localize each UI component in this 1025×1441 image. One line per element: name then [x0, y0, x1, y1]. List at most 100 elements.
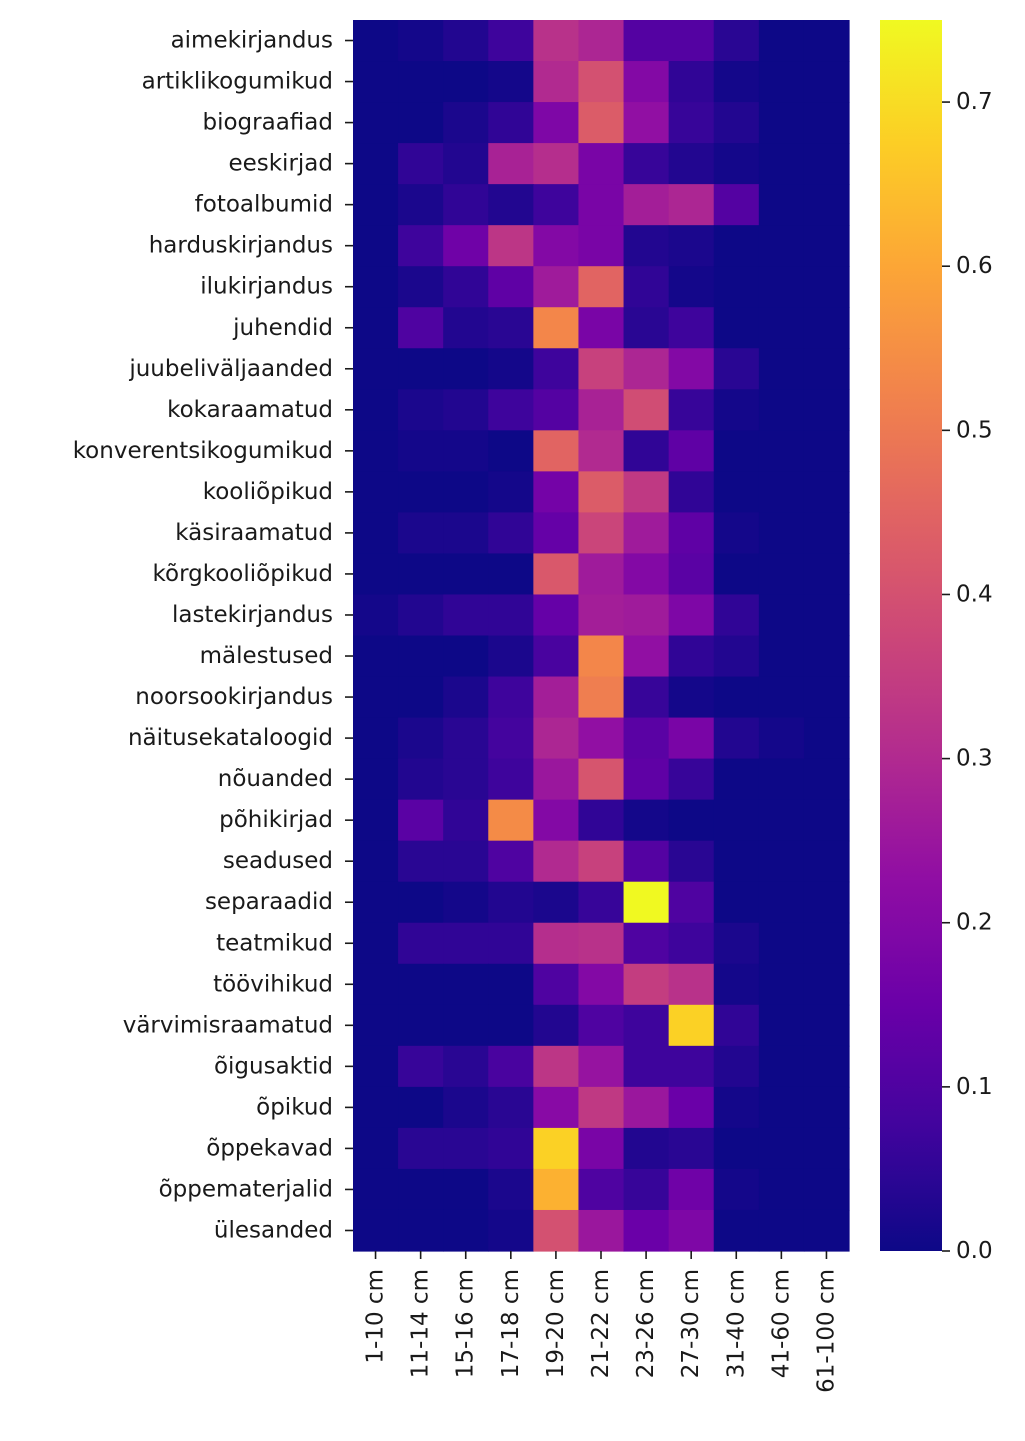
heatmap-cell [578, 799, 625, 842]
heatmap-cell [443, 1045, 489, 1088]
heatmap-cell [353, 471, 399, 513]
heatmap-cell [533, 184, 580, 226]
y-tick-label: noorsookirjandus [135, 684, 333, 710]
heatmap-cell [353, 430, 399, 472]
heatmap-cell [668, 840, 715, 883]
heatmap-cell [713, 184, 760, 226]
heatmap-cell [758, 61, 805, 103]
heatmap-cell [713, 1004, 760, 1047]
heatmap-cell [398, 840, 444, 883]
heatmap-cell [578, 20, 625, 62]
heatmap-cell [398, 61, 444, 103]
y-tick-label: aimekirjandus [171, 28, 333, 54]
heatmap-cell [398, 102, 444, 144]
heatmap-cell [533, 20, 580, 62]
heatmap-cell [398, 307, 444, 349]
heatmap-cell [803, 717, 850, 760]
heatmap-cell [443, 20, 489, 62]
heatmap-cell [398, 553, 444, 596]
heatmap-cell [488, 184, 534, 226]
heatmap-cell [398, 881, 444, 924]
heatmap-cell [398, 594, 444, 637]
heatmap-cell [353, 348, 399, 390]
heatmap-cell [488, 20, 534, 62]
heatmap-cell [623, 512, 670, 555]
heatmap-cell [758, 1168, 805, 1211]
heatmap-cell [758, 184, 805, 226]
heatmap-cell [443, 635, 489, 678]
heatmap-cell [398, 1127, 444, 1170]
heatmap-cell [533, 799, 580, 842]
colorbar-tick-label: 0.4 [956, 581, 993, 607]
heatmap-cell [398, 1168, 444, 1211]
heatmap-cell [353, 1045, 399, 1088]
y-tick-label: juhendid [232, 315, 333, 341]
heatmap-cell [623, 471, 670, 513]
heatmap-cell [713, 20, 760, 62]
heatmap-cell [713, 61, 760, 103]
heatmap-cell [533, 1086, 580, 1129]
heatmap-cell [713, 307, 760, 349]
heatmap-cell [533, 922, 580, 965]
heatmap-cell [398, 184, 444, 226]
heatmap-cell [713, 225, 760, 267]
heatmap-cell [533, 1127, 580, 1170]
heatmap-cell [758, 553, 805, 596]
heatmap-cell [578, 471, 625, 513]
heatmap-cell [443, 102, 489, 144]
y-tick-label: konverentsikogumikud [73, 438, 333, 464]
heatmap-cell [713, 840, 760, 883]
heatmap-cell [713, 799, 760, 842]
heatmap-cell [443, 594, 489, 637]
heatmap-cell [758, 1086, 805, 1129]
heatmap-cell [623, 1209, 670, 1252]
heatmap-cell [488, 389, 534, 431]
heatmap-cell [758, 1127, 805, 1170]
y-tick-label: teatmikud [216, 930, 333, 956]
heatmap-cell [443, 553, 489, 596]
heatmap-cell [488, 471, 534, 513]
y-tick-label: separaadid [205, 889, 333, 915]
heatmap-cell [623, 1168, 670, 1211]
y-tick-label: näitusekataloogid [128, 725, 333, 751]
heatmap-cell [713, 430, 760, 472]
heatmap-cell [398, 430, 444, 472]
heatmap-cell [443, 717, 489, 760]
heatmap-cell [353, 922, 399, 965]
heatmap-cell [803, 635, 850, 678]
y-tick-label: õigusaktid [214, 1053, 333, 1079]
colorbar-tick-label: 0.6 [956, 253, 993, 279]
heatmap-cell [488, 1209, 534, 1252]
heatmap-cell [488, 717, 534, 760]
heatmap-cell [578, 1086, 625, 1129]
heatmap-cell [578, 61, 625, 103]
heatmap-cell [488, 1168, 534, 1211]
heatmap-cell [578, 1127, 625, 1170]
colorbar-tick-label: 0.2 [956, 910, 993, 936]
heatmap-cell [488, 881, 534, 924]
heatmap-cell [488, 799, 534, 842]
heatmap-cell [353, 963, 399, 1006]
heatmap-cell [488, 963, 534, 1006]
heatmap-cell [443, 840, 489, 883]
heatmap-cell [758, 102, 805, 144]
heatmap-cell [443, 676, 489, 719]
heatmap-cell [758, 594, 805, 637]
heatmap-cell [398, 799, 444, 842]
heatmap-cell [713, 758, 760, 801]
colorbar-tick-label: 0.7 [956, 89, 993, 115]
y-tick-label: õppekavad [206, 1135, 333, 1161]
heatmap-cell [713, 553, 760, 596]
heatmap-cell [803, 307, 850, 349]
heatmap-cell [623, 389, 670, 431]
y-tick-label: nõuanded [218, 766, 333, 792]
heatmap-cell [713, 266, 760, 308]
heatmap-cell [668, 1209, 715, 1252]
heatmap-cell [353, 1209, 399, 1252]
heatmap-cell [533, 430, 580, 472]
heatmap-cell [623, 553, 670, 596]
heatmap-cell [578, 430, 625, 472]
heatmap-cell [443, 1086, 489, 1129]
heatmap-cell [488, 922, 534, 965]
heatmap-cell [398, 389, 444, 431]
